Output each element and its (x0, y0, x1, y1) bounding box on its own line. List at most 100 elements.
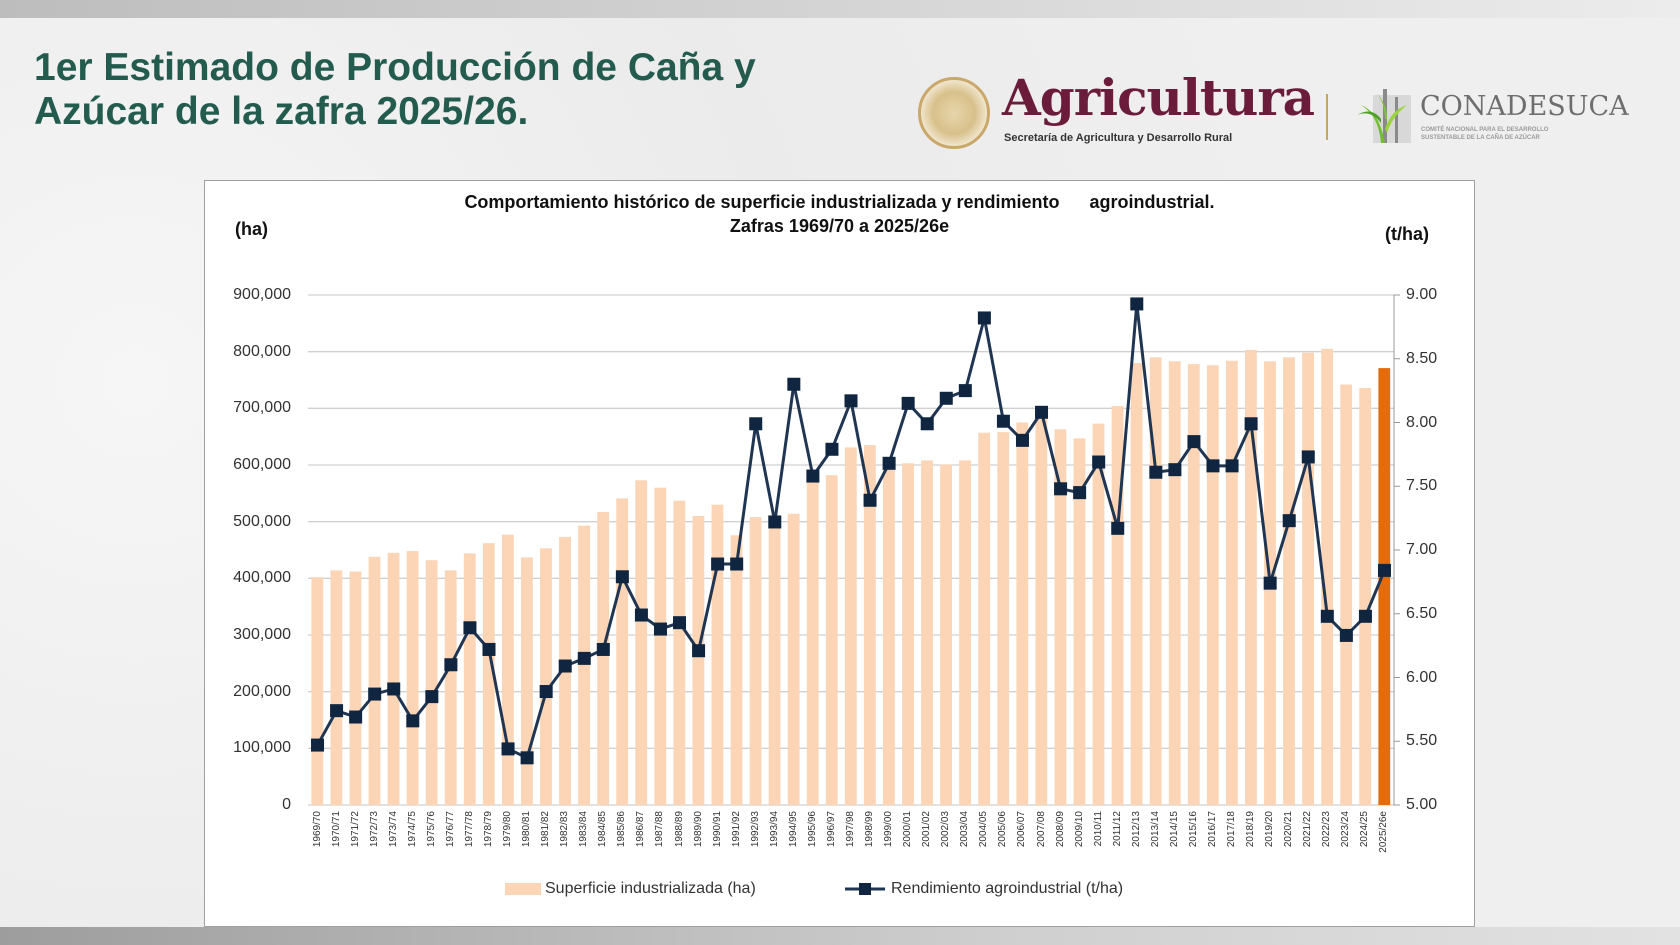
bar (1206, 365, 1219, 805)
chart-subtitle: Zafras 1969/70 a 2025/26e (729, 216, 950, 236)
agricultura-subtitle: Secretaría de Agricultura y Desarrollo R… (1004, 132, 1233, 144)
line-marker (1149, 465, 1163, 479)
line-marker (901, 396, 915, 410)
bar (463, 553, 476, 805)
x-tick-label: 1971/72 (349, 811, 361, 848)
right-tick-label: 6.50 (1406, 604, 1438, 622)
left-tick-label: 400,000 (233, 569, 291, 587)
line-marker (996, 414, 1010, 428)
bar (787, 513, 800, 805)
line-marker (939, 391, 953, 405)
x-tick-label: 2004/05 (978, 811, 990, 848)
x-tick-label: 1986/87 (635, 811, 647, 848)
x-tick-label: 1991/92 (730, 811, 742, 848)
logo-divider (1326, 94, 1328, 140)
bar (1359, 387, 1372, 805)
bar (863, 445, 876, 805)
x-tick-label: 2021/22 (1302, 811, 1314, 848)
right-tick-label: 7.50 (1406, 477, 1438, 495)
x-tick-label: 1977/78 (463, 811, 475, 848)
bar (730, 535, 743, 805)
left-tick-label: 300,000 (233, 626, 291, 643)
x-tick-label: 1996/97 (825, 811, 837, 848)
line-marker (1358, 609, 1372, 623)
conadesuca-logo-text: CONADESUCA (1420, 91, 1629, 122)
bar (902, 463, 914, 805)
x-tick-label: 1976/77 (444, 811, 456, 848)
line-marker (958, 384, 972, 398)
x-tick-label: 2006/07 (1016, 811, 1028, 848)
bar (444, 570, 457, 805)
right-axis-unit: (t/ha) (1385, 224, 1429, 244)
bar (921, 460, 933, 805)
x-tick-label: 2019/20 (1264, 811, 1276, 848)
legend-line-marker (859, 883, 871, 895)
x-tick-label: 2001/02 (921, 811, 933, 848)
conadesuca-subtitle-line1: COMITÉ NACIONAL PARA EL DESARROLLO (1421, 127, 1549, 133)
x-tick-label: 1993/94 (768, 811, 780, 848)
bar (349, 571, 362, 805)
bar (540, 548, 552, 805)
line-marker (844, 394, 858, 408)
bar (521, 557, 533, 805)
line-marker (444, 658, 458, 672)
bottom-band (0, 927, 1680, 945)
bar (616, 498, 629, 805)
x-tick-label: 1994/95 (787, 811, 799, 848)
legend-line-label: Rendimiento agroindustrial (t/ha) (891, 880, 1124, 897)
bar (825, 475, 838, 805)
right-tick-label: 7.00 (1406, 541, 1438, 558)
right-tick-label: 5.00 (1406, 796, 1438, 813)
x-tick-label: 1980/81 (521, 811, 533, 848)
x-tick-label: 2008/09 (1054, 811, 1066, 848)
bar (1245, 349, 1257, 805)
right-tick-label: 6.00 (1406, 668, 1438, 686)
bar (1130, 363, 1143, 805)
line-marker (615, 570, 629, 584)
right-tick-label: 8.50 (1406, 349, 1438, 367)
line-marker (711, 557, 725, 571)
bar (1016, 422, 1029, 805)
left-tick-label: 100,000 (233, 739, 291, 757)
line-marker (558, 659, 572, 673)
line-marker (1301, 450, 1315, 464)
top-band (0, 0, 1680, 18)
bar (978, 432, 991, 805)
line-marker (1130, 297, 1144, 311)
line-marker (539, 685, 553, 699)
x-tick-label: 1972/73 (368, 811, 380, 848)
bar (1283, 357, 1295, 805)
line-marker (920, 417, 934, 431)
line-marker (1035, 405, 1049, 419)
bar (425, 560, 438, 805)
left-tick-label: 900,000 (233, 286, 291, 303)
x-tick-label: 1983/84 (578, 811, 590, 848)
line-marker (977, 311, 991, 325)
combo-chart (308, 294, 1400, 895)
slide-title: 1er Estimado de Producción de Caña y Azú… (34, 46, 854, 134)
line-marker (1244, 417, 1258, 431)
x-tick-label: 2022/23 (1321, 811, 1333, 848)
line-marker (1187, 435, 1201, 449)
x-tick-label: 1973/74 (387, 811, 399, 848)
bar (1035, 416, 1048, 805)
x-tick-label: 1992/93 (749, 811, 761, 848)
bar (406, 551, 419, 805)
agricultura-logo-text: Agricultura (1002, 68, 1315, 127)
bar (597, 512, 610, 805)
x-tick-label: 2012/13 (1130, 811, 1142, 848)
bar (578, 525, 590, 805)
bar (673, 500, 686, 805)
bar (1302, 352, 1314, 805)
bar (749, 517, 762, 805)
legend-bar-label: Superficie industrializada (ha) (545, 880, 756, 897)
left-tick-label: 600,000 (233, 456, 291, 473)
slide-title-line1: 1er Estimado de Producción de Caña y (34, 46, 756, 89)
x-tick-label: 2016/17 (1207, 811, 1218, 848)
x-tick-label: 2014/15 (1168, 811, 1180, 848)
bar (1168, 361, 1181, 805)
x-tick-label: 2018/19 (1245, 811, 1257, 848)
bar (1111, 406, 1124, 805)
x-tick-label: 1997/98 (845, 811, 856, 848)
chart-title: Comportamiento histórico de superficie i… (464, 192, 1215, 212)
